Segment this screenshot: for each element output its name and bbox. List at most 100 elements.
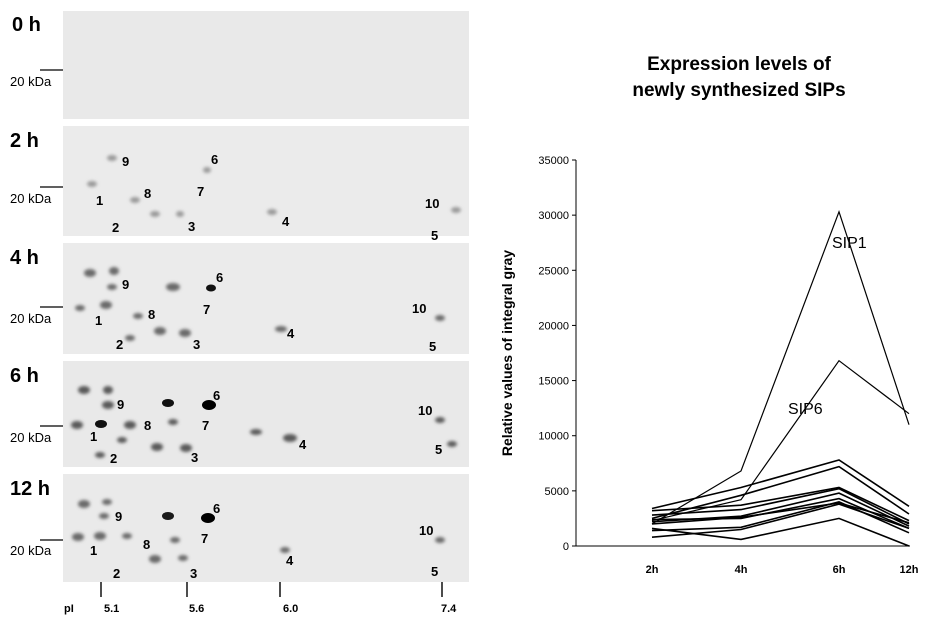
y-tick-label: 15000 — [538, 376, 569, 388]
protein-spot — [107, 155, 117, 161]
protein-spot — [179, 329, 191, 337]
protein-spot — [435, 537, 445, 543]
pi-tick-label: 6.0 — [283, 603, 298, 615]
protein-spot — [124, 421, 136, 429]
series-lines — [651, 209, 910, 547]
protein-spot — [99, 513, 109, 519]
x-tick-label: 6h — [833, 564, 846, 576]
series-line — [651, 486, 910, 522]
spot-number: 8 — [143, 537, 150, 552]
protein-spot — [122, 533, 132, 539]
protein-spot — [109, 267, 119, 275]
spot-number: 10 — [418, 403, 432, 418]
y-tick-label: 25000 — [538, 265, 569, 277]
protein-spot — [102, 401, 114, 409]
y-ticks: 0 5000 10000 15000 20000 25000 30000 35000 — [538, 155, 576, 553]
timepoint-label: 0 h — [12, 14, 41, 36]
protein-spot-strong — [201, 513, 215, 523]
spot-number: 7 — [203, 302, 210, 317]
protein-spot — [133, 313, 143, 319]
spot-number: 6 — [216, 270, 223, 285]
spot-number: 1 — [90, 543, 97, 558]
protein-spot — [154, 327, 166, 335]
protein-spot — [451, 207, 461, 213]
pi-axis: pI 5.1 5.6 6.0 7.4 — [64, 582, 457, 615]
y-axis-label: Relative values of integral gray — [499, 250, 515, 456]
spot-number: 8 — [148, 307, 155, 322]
protein-spot — [170, 537, 180, 543]
marker-label: 20 kDa — [10, 74, 52, 89]
annotation-sip1: SIP1 — [832, 235, 867, 252]
protein-spot — [151, 443, 163, 451]
annotation-sip6: SIP6 — [788, 401, 823, 418]
spot-number: 5 — [429, 339, 436, 354]
protein-spot — [180, 444, 192, 452]
protein-spot — [100, 301, 112, 309]
protein-spot — [267, 209, 277, 215]
gel-background — [63, 474, 469, 582]
chart-title-line-2: newly synthesized SIPs — [632, 80, 845, 101]
protein-spot — [203, 167, 211, 173]
gel-background — [63, 361, 469, 467]
spot-number: 1 — [96, 193, 103, 208]
timepoint-label: 6 h — [10, 365, 39, 387]
spot-number: 4 — [282, 214, 290, 229]
protein-spot — [95, 452, 105, 458]
protein-spot — [102, 499, 112, 505]
series-line — [651, 459, 910, 510]
spot-number: 9 — [122, 154, 129, 169]
expression-line-chart: Expression levels of newly synthesized S… — [499, 54, 919, 576]
y-tick-label: 10000 — [538, 431, 569, 443]
x-tick-label: 12h — [900, 564, 919, 576]
protein-spot — [166, 283, 180, 291]
protein-spot — [176, 211, 184, 217]
protein-spot — [75, 305, 85, 311]
spot-number: 7 — [197, 184, 204, 199]
protein-spot — [150, 211, 160, 217]
y-tick-label: 35000 — [538, 155, 569, 167]
chart-title-line-1: Expression levels of — [647, 54, 831, 75]
spot-number: 7 — [202, 418, 209, 433]
marker-label: 20 kDa — [10, 311, 52, 326]
protein-spot — [435, 417, 445, 423]
spot-number: 3 — [193, 337, 200, 352]
spot-number: 4 — [287, 326, 295, 341]
series-line — [651, 501, 910, 534]
gel-background — [63, 126, 469, 236]
protein-spot — [84, 269, 96, 277]
marker-label: 20 kDa — [10, 543, 52, 558]
spot-number: 2 — [116, 337, 123, 352]
y-tick-label: 30000 — [538, 210, 569, 222]
protein-spot — [94, 532, 106, 540]
x-tick-label: 4h — [735, 564, 748, 576]
protein-spot — [168, 419, 178, 425]
series-line — [651, 517, 910, 547]
y-tick-label: 20000 — [538, 320, 569, 332]
spot-number: 10 — [412, 301, 426, 316]
spot-number: 7 — [201, 531, 208, 546]
spot-number: 9 — [115, 509, 122, 524]
x-tick-label: 2h — [646, 564, 659, 576]
gel-panel-12h: 12 h 20 kDa 6 9 10 7 8 1 4 2 3 5 — [10, 474, 469, 582]
gel-spots — [87, 155, 461, 217]
spot-number: 3 — [188, 219, 195, 234]
spot-number: 8 — [144, 418, 151, 433]
gel-panel-4h: 4 h 20 kDa 6 9 7 8 10 1 4 2 3 5 — [10, 243, 469, 354]
protein-spot — [87, 181, 97, 187]
gel-spots — [75, 267, 445, 341]
spot-number: 10 — [425, 196, 439, 211]
series-line — [651, 487, 910, 525]
gel-spots — [72, 499, 445, 563]
marker-label: 20 kDa — [10, 430, 52, 445]
spot-number: 5 — [431, 564, 438, 579]
x-ticks: 2h 4h 6h 12h — [646, 564, 919, 576]
gel-panel-6h: 6 h 20 kDa 6 9 10 8 7 1 4 5 2 3 — [10, 361, 469, 467]
spot-number: 8 — [144, 186, 151, 201]
spot-number: 10 — [419, 523, 433, 538]
timepoint-label: 2 h — [10, 130, 39, 152]
y-tick-label: 0 — [563, 541, 569, 553]
protein-spot — [125, 335, 135, 341]
spot-number: 9 — [122, 277, 129, 292]
